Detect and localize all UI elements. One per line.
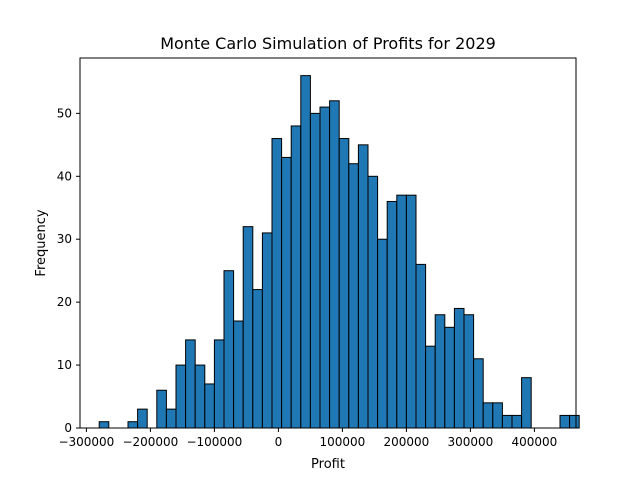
histogram-bar xyxy=(482,402,494,429)
histogram-bar xyxy=(137,408,148,429)
histogram-bar xyxy=(223,270,235,429)
histogram-bar xyxy=(492,402,503,429)
histogram-bar xyxy=(501,414,513,429)
histogram-bar xyxy=(329,100,340,429)
histogram-bar xyxy=(357,144,369,429)
x-tick-label: 400000 xyxy=(511,435,557,449)
x-axis-ticks: −300000 −200000 −100000 0 100000 200000 300000… xyxy=(58,428,557,449)
histogram-bar xyxy=(156,389,167,429)
histogram-bar xyxy=(405,194,417,429)
histogram-bar xyxy=(559,414,571,429)
y-tick-label: 0 xyxy=(64,421,72,435)
histogram-bar xyxy=(252,289,263,429)
histogram-bar xyxy=(185,339,196,429)
histogram-bar xyxy=(233,320,244,429)
x-axis-label: Profit xyxy=(311,457,345,472)
histogram-bar xyxy=(348,163,359,429)
y-axis-label: Frequency xyxy=(34,209,49,276)
histogram-bar xyxy=(319,106,331,429)
y-tick-label: 40 xyxy=(57,169,72,183)
histogram-bar xyxy=(396,194,407,429)
histogram-bar xyxy=(213,339,225,429)
histogram-bar xyxy=(511,414,523,429)
histogram-bar xyxy=(242,226,254,429)
y-tick-label: 50 xyxy=(57,106,72,120)
histogram-bar xyxy=(290,125,302,429)
x-tick-label: −300000 xyxy=(58,435,114,449)
histogram-bar xyxy=(194,364,206,429)
plot-frame xyxy=(79,57,577,429)
histogram-bar xyxy=(261,232,273,429)
histogram-bar xyxy=(521,377,532,429)
x-tick-label: 100000 xyxy=(319,435,365,449)
histogram-bar xyxy=(127,421,139,429)
histogram-bar xyxy=(309,112,321,429)
histogram-bar xyxy=(204,383,215,429)
histogram-bar xyxy=(463,314,475,429)
histogram-bar xyxy=(386,200,398,429)
y-tick-label: 30 xyxy=(57,232,72,246)
y-axis-ticks: 0 10 20 30 40 50 xyxy=(57,106,80,435)
histogram-bar xyxy=(338,138,350,429)
histogram-bar xyxy=(425,345,436,429)
x-tick-label: 300000 xyxy=(447,435,493,449)
histogram-bar xyxy=(367,175,379,429)
histogram-bar xyxy=(444,326,455,429)
chart-title: Monte Carlo Simulation of Profits for 20… xyxy=(160,34,496,53)
histogram-bar xyxy=(300,75,311,429)
histogram-bar xyxy=(415,263,427,429)
histogram-bar xyxy=(377,238,388,429)
y-tick-label: 10 xyxy=(57,358,72,372)
x-tick-label: 200000 xyxy=(383,435,429,449)
histogram-bar xyxy=(569,414,580,429)
histogram-bar xyxy=(175,364,187,429)
histogram-bar xyxy=(98,421,110,429)
histogram-bar xyxy=(271,138,283,429)
histogram-bar xyxy=(453,307,465,429)
histogram-bar xyxy=(434,314,446,429)
x-tick-label: 0 xyxy=(275,435,283,449)
histogram-bar xyxy=(281,156,292,429)
histogram-bar xyxy=(473,358,484,429)
x-tick-label: −200000 xyxy=(122,435,178,449)
histogram-bar xyxy=(165,408,177,429)
y-tick-label: 20 xyxy=(57,295,72,309)
x-tick-label: −100000 xyxy=(186,435,242,449)
